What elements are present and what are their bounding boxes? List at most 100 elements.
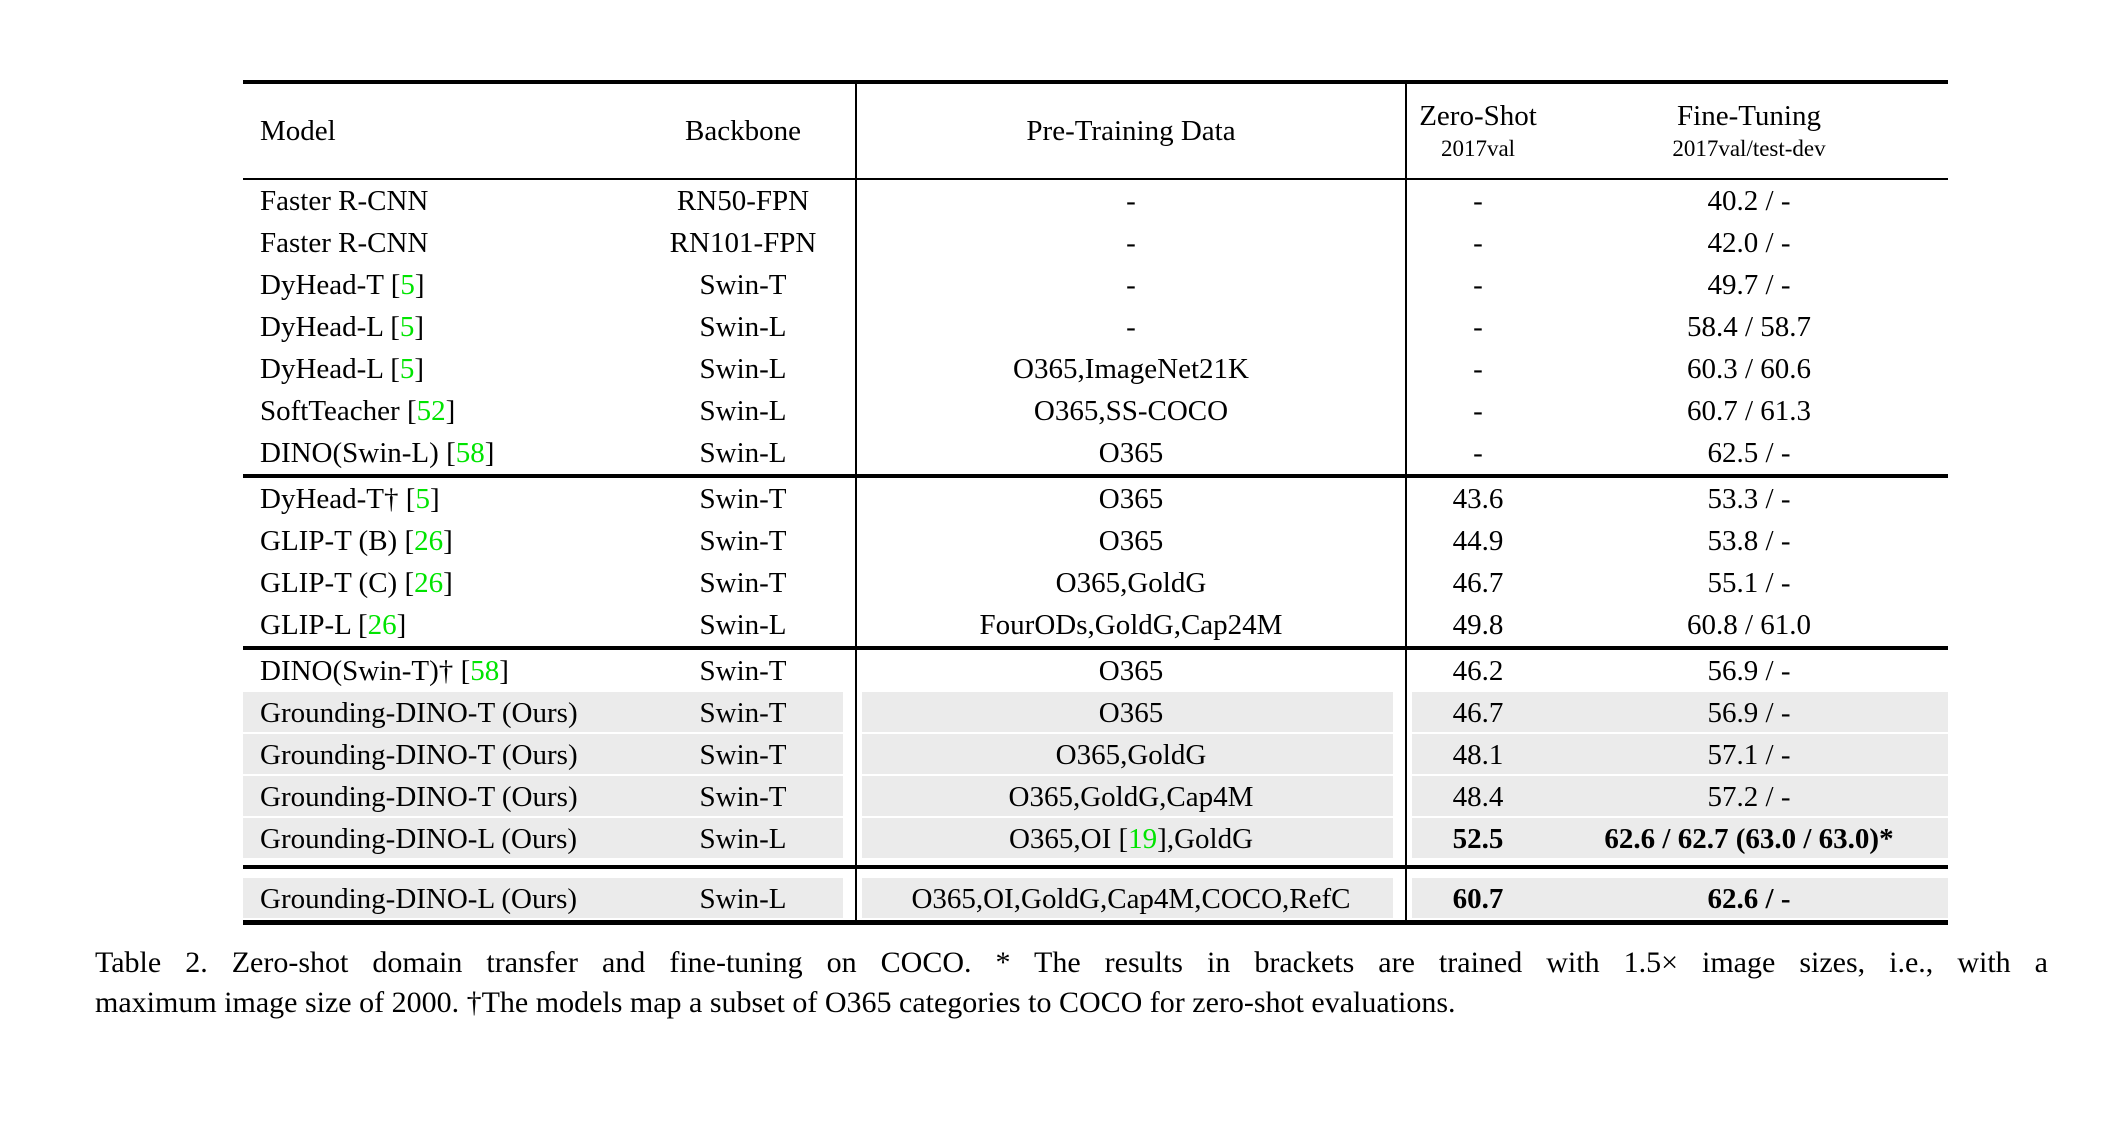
table-row: DINO(Swin-L) [58] Swin-L O365 - 62.5 / - [243,432,1948,474]
backbone-cell: Swin-T [699,696,787,729]
col-header-zero-shot-sub: 2017val [1440,136,1516,161]
pretrain-cell: O365,ImageNet21K [1013,352,1249,385]
finetune-cell: 62.6 / - [1707,882,1791,915]
citation-link[interactable]: 26 [414,566,444,599]
backbone-cell: Swin-L [699,394,787,427]
col-header-fine-tuning: Fine-Tuning 2017val/test-dev [1550,100,1948,162]
table-body: Faster R-CNN RN50-FPN - -40.2 / - Faster R-C… [243,180,1948,920]
col-header-fine-tuning-sub: 2017val/test-dev [1672,136,1826,161]
citation-link[interactable]: 26 [367,608,397,641]
table-caption: Table 2. Zero-shot domain transfer and f… [95,943,2048,1023]
caption-line-2: maximum image size of 2000. †The models … [95,986,1456,1019]
finetune-cell: 56.9 / - [1707,654,1791,687]
zeroshot-cell: 48.1 [1452,738,1504,771]
table-row: Grounding-DINO-T (Ours) Swin-T O365,GoldG 4… [243,734,1948,776]
col-header-zero-shot: Zero-Shot 2017val [1406,100,1550,162]
pretrain-cell: O365,GoldG [1055,738,1207,771]
header-rule [243,178,1948,180]
finetune-cell: 60.3 / 60.6 [1686,352,1812,385]
citation-link[interactable]: 5 [415,482,430,515]
pretrain-cell: O365,SS-COCO [1033,394,1229,427]
backbone-cell: Swin-T [699,482,787,515]
model-cell: DINO(Swin-T)† [58] [260,654,509,687]
results-table: Model Backbone Pre-Training Data Zero-Sh… [243,80,1948,925]
backbone-cell: Swin-L [699,310,787,343]
table-bottom-rule [243,920,1948,925]
backbone-cell: Swin-T [699,524,787,557]
pretrain-cell: O365 [1098,696,1164,729]
section-rule [243,865,1948,869]
citation-link[interactable]: 26 [414,524,444,557]
model-cell: DINO(Swin-L) [58] [260,436,495,469]
table-row: SoftTeacher [52] Swin-L O365,SS-COCO - 60.7 … [243,390,1948,432]
table-row: Grounding-DINO-T (Ours) Swin-T O365 46.7 56.… [243,692,1948,734]
finetune-cell: 60.7 / 61.3 [1686,394,1812,427]
citation-link[interactable]: 58 [455,436,485,469]
zeroshot-cell: - [1473,184,1483,217]
finetune-cell: 58.4 / 58.7 [1686,310,1812,343]
zeroshot-cell: - [1473,310,1483,343]
finetune-cell: 55.1 / - [1707,566,1791,599]
finetune-cell: 42.0 / - [1707,226,1791,259]
model-cell: Grounding-DINO-T (Ours) [260,738,578,771]
model-cell: DyHead-L [5] [260,352,425,385]
pretrain-cell: - [1126,268,1136,301]
finetune-cell: 49.7 / - [1707,268,1791,301]
finetune-cell: 40.2 / - [1707,184,1791,217]
pretrain-cell: O365,OI,GoldG,Cap4M,COCO,RefC [911,882,1351,915]
table-row: GLIP-L [26] Swin-L FourODs,GoldG,Cap24M 49.… [243,604,1948,646]
zeroshot-cell: 43.6 [1452,482,1504,515]
backbone-cell: Swin-T [699,738,787,771]
backbone-cell: Swin-T [699,780,787,813]
pretrain-cell: O365 [1098,654,1164,687]
zeroshot-cell: - [1473,352,1483,385]
pretrain-cell: O365 [1098,482,1164,515]
finetune-cell: 62.6 / 62.7 (63.0 / 63.0)* [1604,822,1894,855]
zeroshot-cell: 46.7 [1452,566,1504,599]
model-cell: SoftTeacher [52] [260,394,456,427]
pretrain-cell: - [1126,226,1136,259]
table-row: Faster R-CNN RN50-FPN - - 40.2 / - [243,180,1948,222]
backbone-cell: RN50-FPN [676,184,810,217]
backbone-cell: Swin-L [699,352,787,385]
model-cell: DyHead-L [5] [260,310,425,343]
backbone-cell: Swin-L [699,822,787,855]
citation-link[interactable]: 5 [399,352,415,385]
table-row: DyHead-L [5] Swin-L - - 58.4 / 58.7 [243,306,1948,348]
finetune-cell: 53.8 / - [1707,524,1791,557]
table-row: DyHead-T† [5] Swin-T O365 43.6 53.3 / - [243,478,1948,520]
section-rule [243,474,1948,478]
pretrain-cell: O365,GoldG [1055,566,1207,599]
backbone-cell: Swin-L [699,608,787,641]
model-cell: Grounding-DINO-L (Ours) [260,822,578,855]
zeroshot-cell: - [1473,268,1483,301]
finetune-cell: 57.2 / - [1707,780,1791,813]
table-row: DyHead-T [5] Swin-T - - 49.7 / - [243,264,1948,306]
table-row: DINO(Swin-T)† [58] Swin-T O365 46.2 56.9 / - [243,650,1948,692]
zeroshot-cell: - [1473,394,1483,427]
table-row: Grounding-DINO-L (Ours) Swin-L O365,OI [19… [243,818,1948,860]
zeroshot-cell: - [1473,226,1483,259]
model-cell: DyHead-T† [5] [260,482,440,515]
col-header-backbone: Backbone [685,114,801,147]
model-cell: GLIP-L [26] [260,608,407,641]
finetune-cell: 57.1 / - [1707,738,1791,771]
citation-link[interactable]: 52 [416,394,446,427]
citation-link[interactable]: 19 [1128,822,1158,855]
pretrain-cell: FourODs,GoldG,Cap24M [979,608,1283,641]
pretrain-cell: - [1126,310,1136,343]
zeroshot-cell: - [1473,436,1483,469]
column-divider-pretraining-zeroshot [1405,80,1407,925]
table-row: Grounding-DINO-L (Ours) Swin-L O365,OI,Gol… [243,878,1948,920]
backbone-cell: Swin-L [699,436,787,469]
model-cell: Faster R-CNN [260,226,429,259]
finetune-cell: 62.5 / - [1707,436,1791,469]
column-divider-backbone-pretraining [855,80,857,925]
citation-link[interactable]: 5 [400,268,415,301]
backbone-cell: RN101-FPN [669,226,817,259]
table-row: GLIP-T (B) [26] Swin-T O365 44.9 53.8 / - [243,520,1948,562]
col-header-fine-tuning-title: Fine-Tuning [1677,100,1821,132]
citation-link[interactable]: 5 [399,310,415,343]
citation-link[interactable]: 58 [470,654,500,687]
model-cell: Grounding-DINO-T (Ours) [260,696,578,729]
